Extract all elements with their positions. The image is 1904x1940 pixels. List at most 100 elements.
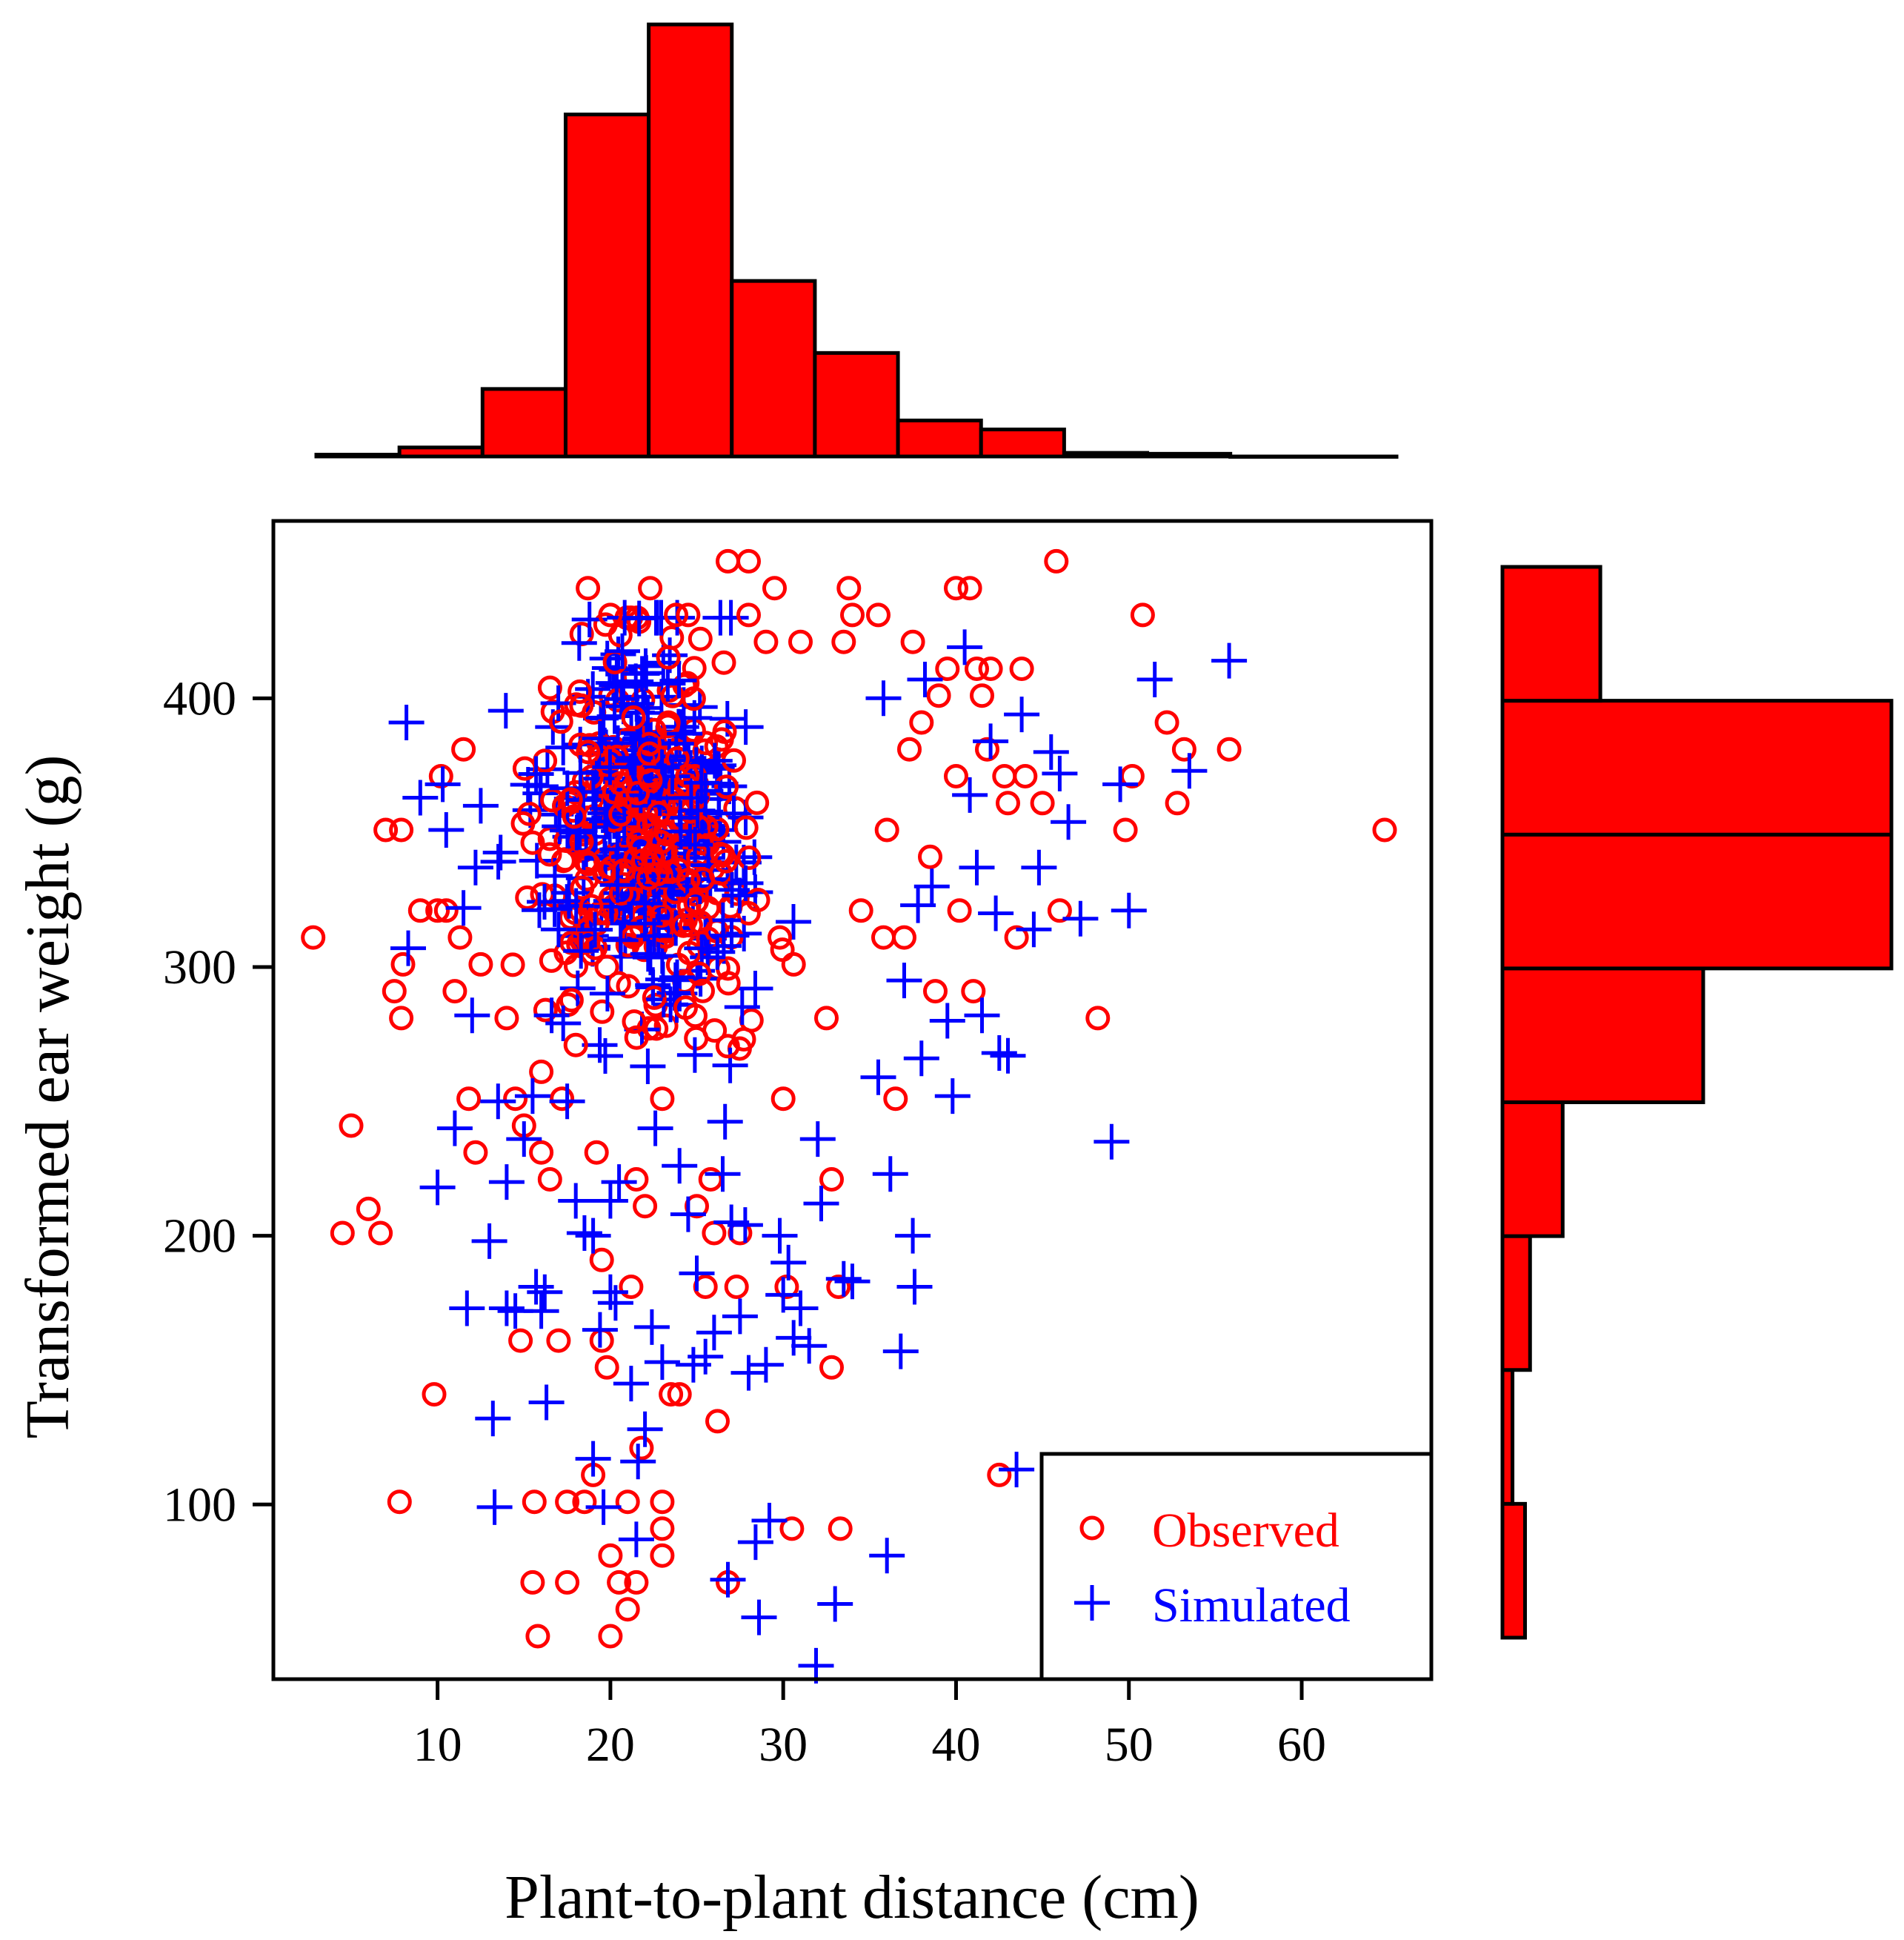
cluster-observed-point bbox=[714, 774, 739, 800]
simulated-point bbox=[896, 1269, 933, 1305]
observed-point bbox=[996, 791, 1020, 816]
cluster-observed-point bbox=[683, 1003, 708, 1029]
y-hist-bar bbox=[1500, 1501, 1527, 1640]
observed-point bbox=[987, 1462, 1012, 1487]
observed-point bbox=[1085, 1006, 1111, 1031]
cluster-simulated-point bbox=[699, 934, 736, 970]
simulated-point bbox=[457, 849, 493, 886]
observed-point bbox=[503, 1086, 528, 1112]
simulated-point bbox=[1051, 804, 1087, 840]
simulated-point bbox=[903, 1040, 939, 1077]
observed-point bbox=[368, 1220, 393, 1246]
cluster-observed-point bbox=[548, 709, 573, 734]
simulated-point bbox=[514, 1078, 550, 1114]
cluster-observed-point bbox=[631, 848, 656, 873]
cluster-simulated-point bbox=[722, 877, 758, 914]
cluster-observed-point bbox=[690, 867, 716, 892]
cluster-simulated-point bbox=[575, 671, 611, 707]
simulated-point bbox=[613, 1366, 649, 1402]
simulated-point bbox=[990, 1037, 1026, 1074]
dense-point-cluster bbox=[480, 599, 811, 1140]
simulated-point bbox=[1021, 849, 1057, 886]
x-hist-bar bbox=[1062, 451, 1150, 459]
cluster-observed-point bbox=[537, 842, 562, 867]
observed-point bbox=[463, 1140, 488, 1165]
observed-point bbox=[373, 817, 399, 843]
cluster-simulated-point bbox=[667, 716, 703, 752]
y-hist-bar bbox=[1500, 1368, 1515, 1506]
observed-point bbox=[330, 1220, 355, 1246]
cluster-observed-point bbox=[576, 740, 601, 765]
simulated-point bbox=[1111, 892, 1147, 929]
observed-point bbox=[301, 925, 326, 950]
observed-point bbox=[629, 1435, 654, 1461]
x-hist-bar bbox=[813, 351, 900, 459]
simulated-point bbox=[696, 1315, 732, 1351]
observed-points bbox=[301, 548, 1397, 1649]
simulated-point bbox=[1094, 1123, 1130, 1160]
simulated-points bbox=[388, 629, 1248, 1684]
observed-point bbox=[736, 602, 761, 628]
x-hist-bar bbox=[563, 112, 651, 459]
observed-point bbox=[1047, 898, 1072, 923]
simulated-point bbox=[947, 629, 983, 665]
simulated-point bbox=[566, 1215, 602, 1251]
cluster-simulated-point bbox=[712, 1047, 748, 1083]
simulated-point bbox=[882, 1333, 919, 1369]
observed-point bbox=[520, 1569, 545, 1595]
legend-simulated-label: Simulated bbox=[1152, 1578, 1351, 1632]
cluster-observed-point bbox=[745, 790, 770, 815]
observed-point bbox=[550, 1086, 575, 1112]
cluster-observed-point bbox=[520, 830, 545, 855]
simulated-point bbox=[633, 1309, 670, 1345]
simulated-point bbox=[865, 680, 902, 717]
observed-point bbox=[978, 657, 1003, 681]
simulated-point bbox=[705, 1156, 741, 1192]
observed-point bbox=[389, 817, 414, 843]
cluster-observed-point bbox=[656, 645, 681, 670]
simulated-point bbox=[662, 1148, 698, 1184]
observed-point bbox=[584, 1140, 609, 1165]
observed-point bbox=[788, 629, 813, 654]
simulated-point bbox=[1016, 911, 1052, 948]
observed-point bbox=[664, 602, 689, 628]
cluster-simulated-point bbox=[518, 756, 554, 792]
cluster-simulated-point bbox=[630, 1049, 666, 1084]
observed-point bbox=[1009, 657, 1034, 681]
observed-point bbox=[874, 817, 899, 843]
cluster-simulated-point bbox=[737, 971, 773, 1006]
observed-point bbox=[356, 1196, 381, 1221]
simulated-point bbox=[737, 1524, 773, 1561]
simulated-point bbox=[528, 1384, 565, 1421]
simulated-point bbox=[488, 1164, 525, 1200]
observed-point bbox=[650, 1086, 675, 1112]
cluster-simulated-point bbox=[589, 975, 625, 1011]
observed-point bbox=[576, 576, 601, 601]
y-tick-label-300: 300 bbox=[163, 940, 236, 994]
cluster-simulated-point bbox=[636, 918, 672, 954]
observed-point bbox=[425, 898, 450, 923]
cluster-simulated-point bbox=[599, 867, 636, 903]
y-hist-bar bbox=[1500, 1100, 1565, 1238]
observed-point bbox=[1044, 548, 1069, 574]
simulated-point bbox=[1102, 766, 1139, 803]
simulated-point bbox=[782, 1290, 819, 1326]
cluster-observed-point bbox=[653, 1013, 679, 1038]
observed-point bbox=[819, 1355, 844, 1380]
x-hist-bar bbox=[1228, 454, 1316, 459]
simulated-point bbox=[390, 930, 426, 966]
cluster-simulated-point bbox=[559, 814, 595, 851]
cluster-observed-point bbox=[638, 768, 663, 793]
observed-point bbox=[831, 629, 856, 654]
cluster-simulated-point bbox=[480, 843, 516, 880]
simulated-point bbox=[952, 777, 988, 813]
observed-point bbox=[407, 898, 433, 923]
simulated-point bbox=[618, 1521, 654, 1558]
cluster-observed-point bbox=[537, 675, 562, 700]
cluster-simulated-point bbox=[702, 599, 739, 636]
simulated-point bbox=[592, 1183, 628, 1219]
observed-point bbox=[957, 576, 982, 601]
simulated-point bbox=[558, 1183, 594, 1219]
cluster-observed-point bbox=[656, 714, 680, 739]
simulated-point bbox=[860, 1059, 896, 1095]
